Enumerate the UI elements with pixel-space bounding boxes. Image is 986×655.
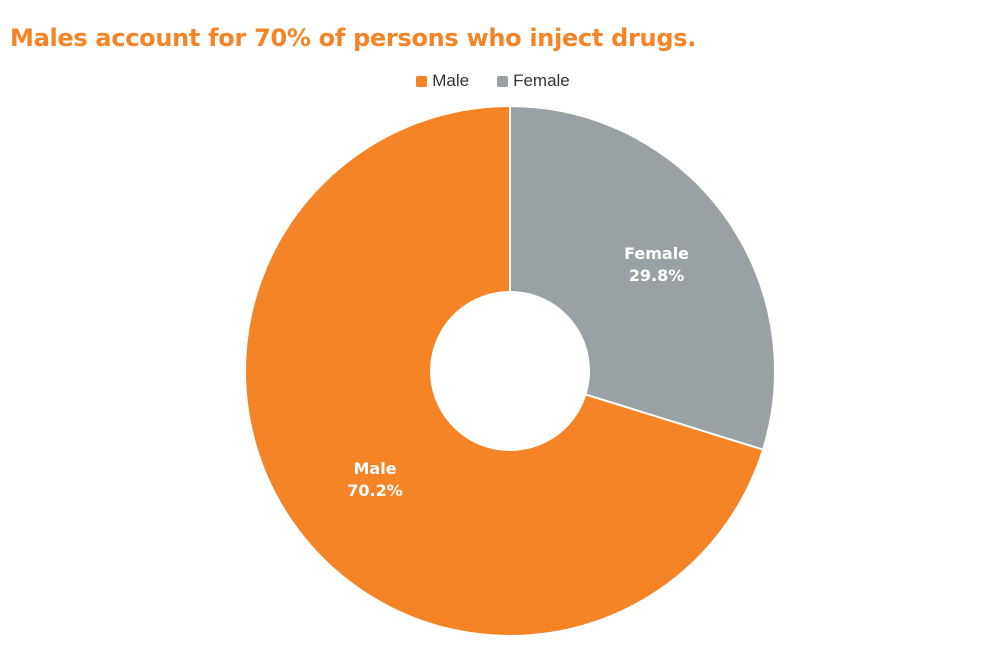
slice-female[interactable]	[509, 104, 776, 451]
slice-male[interactable]	[244, 104, 765, 637]
slice-label-value-male: 70.2%	[347, 481, 403, 500]
legend-label-male: Male	[432, 71, 470, 90]
legend-swatch-female	[497, 75, 509, 87]
legend-item-female[interactable]: Female	[483, 71, 570, 91]
slice-label-name-male: Male	[353, 459, 396, 478]
slice-label-name-female: Female	[624, 244, 689, 263]
legend-label-female: Female	[513, 71, 570, 90]
legend-swatch-male	[416, 75, 428, 87]
legend-item-male[interactable]: Male	[416, 71, 469, 91]
slice-label-male: Male 70.2%	[347, 459, 403, 500]
slice-label-female: Female 29.8%	[624, 244, 689, 285]
slice-label-value-female: 29.8%	[629, 266, 685, 285]
chart-title: Males account for 70% of persons who inj…	[10, 24, 697, 52]
chart-legend: Male Female	[0, 71, 986, 91]
